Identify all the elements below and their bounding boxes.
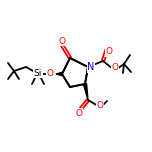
Text: O: O: [47, 69, 54, 78]
Text: O: O: [105, 47, 112, 57]
Polygon shape: [56, 72, 62, 76]
Text: O: O: [76, 109, 83, 117]
Text: O: O: [112, 64, 119, 73]
Text: O: O: [59, 36, 66, 45]
Text: O: O: [97, 100, 104, 109]
Text: N: N: [87, 62, 95, 72]
Polygon shape: [83, 84, 88, 100]
Text: Si: Si: [34, 69, 42, 78]
